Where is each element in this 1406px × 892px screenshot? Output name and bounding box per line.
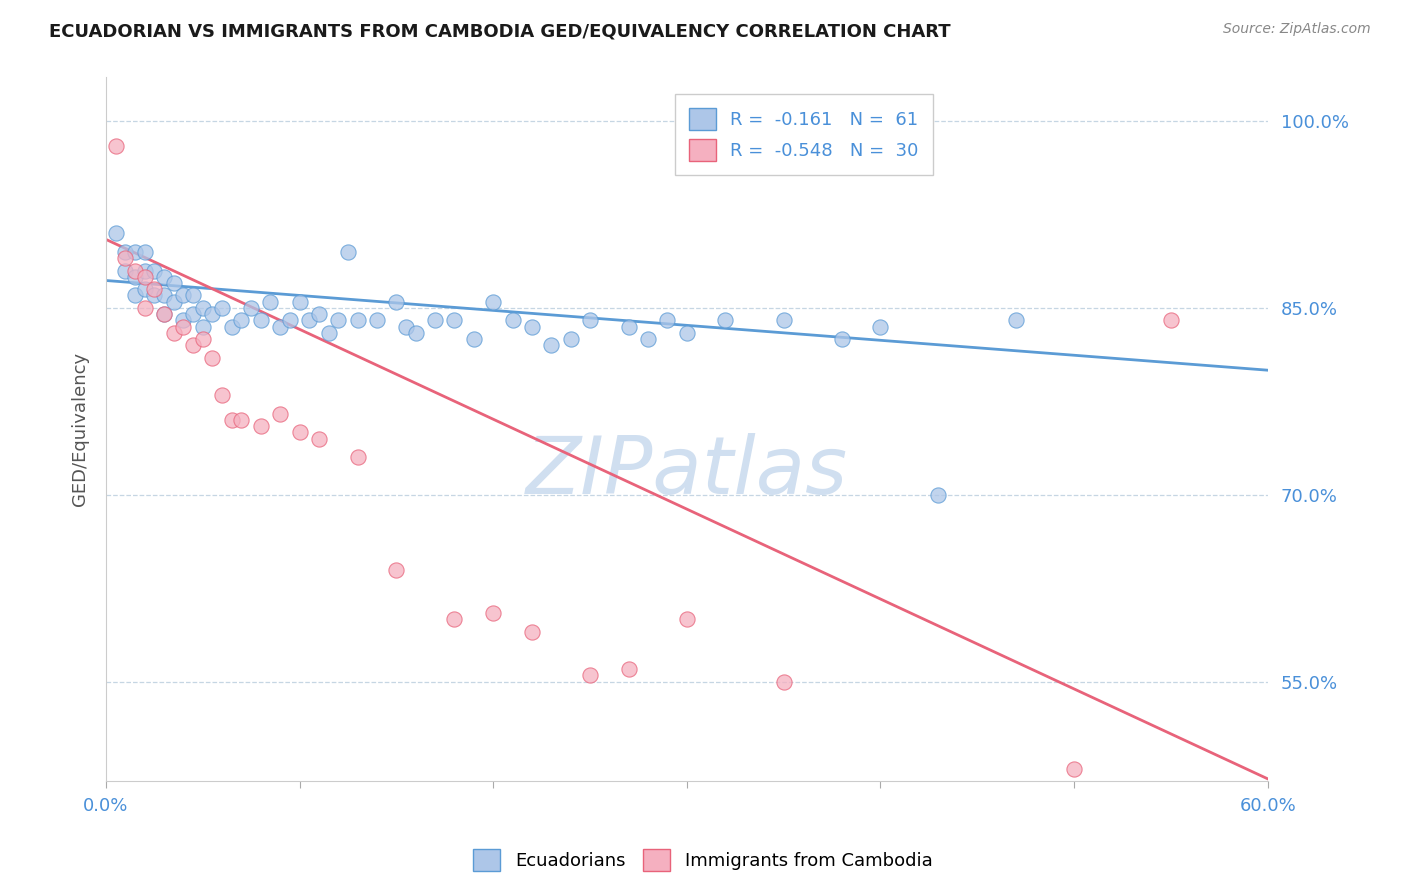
Point [579,313,602,327]
Point [463,332,485,346]
Point [134,269,156,284]
Point [346,313,368,327]
Point [443,313,465,327]
Text: Source: ZipAtlas.com: Source: ZipAtlas.com [1223,22,1371,37]
Point [153,269,176,284]
Text: ECUADORIAN VS IMMIGRANTS FROM CAMBODIA GED/EQUIVALENCY CORRELATION CHART: ECUADORIAN VS IMMIGRANTS FROM CAMBODIA G… [49,22,950,40]
Point [221,413,243,427]
Point [579,668,602,682]
Point [328,313,350,327]
Point [269,407,291,421]
Point [211,388,233,402]
Point [191,301,214,315]
Point [143,263,166,277]
Point [259,294,281,309]
Point [114,263,136,277]
Point [124,288,146,302]
Y-axis label: GED/Equivalency: GED/Equivalency [72,352,89,507]
Point [191,319,214,334]
Point [211,301,233,315]
Point [201,307,224,321]
Point [181,338,204,352]
Point [560,332,582,346]
Point [617,319,640,334]
Point [143,282,166,296]
Point [181,288,204,302]
Point [443,612,465,626]
Point [308,432,330,446]
Point [124,269,146,284]
Point [288,294,311,309]
Point [134,301,156,315]
Point [423,313,446,327]
Point [134,263,156,277]
Point [181,307,204,321]
Point [153,288,176,302]
Point [143,288,166,302]
Point [318,326,340,340]
Point [231,413,253,427]
Text: ZIPatlas: ZIPatlas [526,433,848,510]
Point [134,244,156,259]
Point [1005,313,1028,327]
Point [240,301,263,315]
Point [675,612,697,626]
Point [346,450,368,465]
Point [124,263,146,277]
Point [385,294,408,309]
Point [288,425,311,440]
Point [221,319,243,334]
Point [617,662,640,676]
Point [520,624,543,639]
Point [231,313,253,327]
Point [298,313,321,327]
Point [714,313,737,327]
Point [153,307,176,321]
Point [482,294,505,309]
Point [114,251,136,265]
Point [540,338,562,352]
Point [405,326,427,340]
Point [675,326,697,340]
Point [163,326,186,340]
Point [104,139,127,153]
Point [269,319,291,334]
Point [637,332,659,346]
Point [172,313,194,327]
Point [114,244,136,259]
Point [153,307,176,321]
Point [124,244,146,259]
Point [163,294,186,309]
Point [927,488,949,502]
Point [163,276,186,290]
Point [172,319,194,334]
Point [385,562,408,576]
Point [1160,313,1182,327]
Point [278,313,301,327]
Point [520,319,543,334]
Point [502,313,524,327]
Point [1063,762,1085,776]
Point [308,307,330,321]
Point [831,332,853,346]
Point [482,606,505,620]
Point [869,319,891,334]
Point [336,244,359,259]
Point [657,313,679,327]
Legend: Ecuadorians, Immigrants from Cambodia: Ecuadorians, Immigrants from Cambodia [467,842,939,879]
Point [104,226,127,240]
Point [772,674,794,689]
Point [366,313,388,327]
Point [191,332,214,346]
Legend: R =  -0.161   N =  61, R =  -0.548   N =  30: R = -0.161 N = 61, R = -0.548 N = 30 [675,94,934,176]
Point [249,419,271,434]
Point [172,288,194,302]
Point [201,351,224,365]
Point [395,319,418,334]
Point [249,313,271,327]
Point [772,313,794,327]
Point [134,282,156,296]
